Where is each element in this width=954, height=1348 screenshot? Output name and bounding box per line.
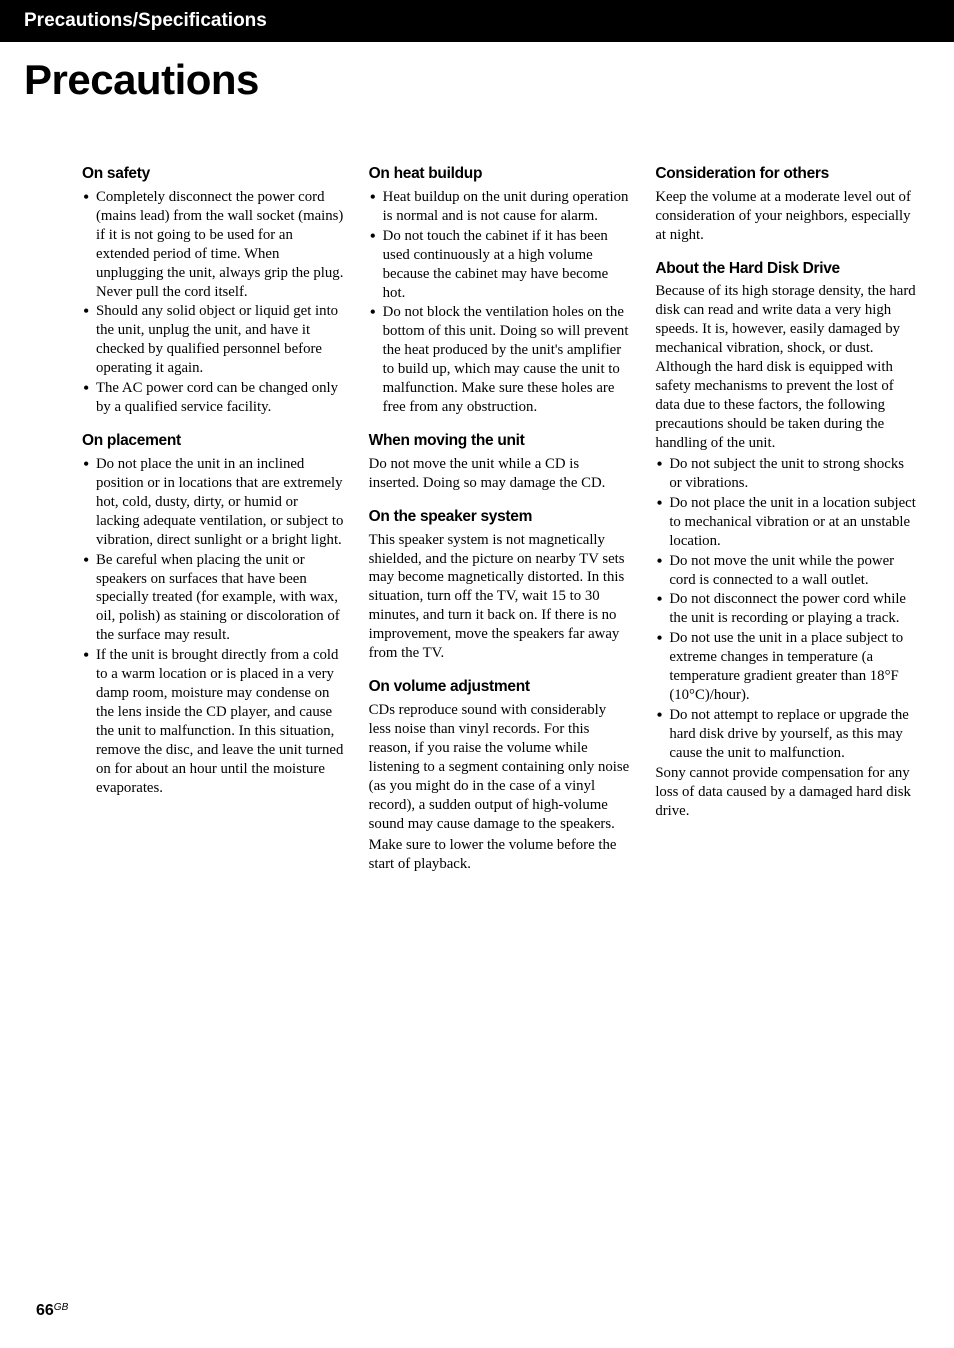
list-item: The AC power cord can be changed only by… <box>82 379 345 417</box>
heading-on-speaker: On the speaker system <box>369 507 632 527</box>
list-item: Do not block the ventilation holes on th… <box>369 303 632 417</box>
list-about-hdd: Do not subject the unit to strong shocks… <box>655 455 918 763</box>
list-item: Do not place the unit in an inclined pos… <box>82 455 345 550</box>
section-on-volume: On volume adjustment CDs reproduce sound… <box>369 677 632 873</box>
section-on-safety: On safety Completely disconnect the powe… <box>82 164 345 417</box>
list-item: Do not move the unit while the power cor… <box>655 552 918 590</box>
page-title: Precautions <box>0 42 954 104</box>
list-item: Should any solid object or liquid get in… <box>82 302 345 378</box>
section-when-moving: When moving the unit Do not move the uni… <box>369 431 632 493</box>
section-on-heat: On heat buildup Heat buildup on the unit… <box>369 164 632 417</box>
list-item: Do not disconnect the power cord while t… <box>655 590 918 628</box>
list-item: Do not use the unit in a place subject t… <box>655 629 918 705</box>
list-on-placement: Do not place the unit in an inclined pos… <box>82 455 345 798</box>
list-item: Be careful when placing the unit or spea… <box>82 551 345 646</box>
heading-on-safety: On safety <box>82 164 345 184</box>
section-on-placement: On placement Do not place the unit in an… <box>82 431 345 798</box>
list-on-safety: Completely disconnect the power cord (ma… <box>82 188 345 417</box>
body-on-volume-2: Make sure to lower the volume before the… <box>369 836 632 874</box>
header-title: Precautions/Specifications <box>24 10 267 31</box>
body-consideration: Keep the volume at a moderate level out … <box>655 188 918 245</box>
list-item: Completely disconnect the power cord (ma… <box>82 188 345 302</box>
outro-about-hdd: Sony cannot provide compensation for any… <box>655 764 918 821</box>
content-columns: On safety Completely disconnect the powe… <box>0 104 954 887</box>
list-item: Do not subject the unit to strong shocks… <box>655 455 918 493</box>
list-item: Do not attempt to replace or upgrade the… <box>655 706 918 763</box>
list-item: Heat buildup on the unit during operatio… <box>369 188 632 226</box>
heading-on-volume: On volume adjustment <box>369 677 632 697</box>
heading-when-moving: When moving the unit <box>369 431 632 451</box>
heading-on-heat: On heat buildup <box>369 164 632 184</box>
list-on-heat: Heat buildup on the unit during operatio… <box>369 188 632 417</box>
page-number-value: 66 <box>36 1302 54 1319</box>
page-number: 66GB <box>36 1302 68 1320</box>
body-on-speaker: This speaker system is not magnetically … <box>369 531 632 664</box>
list-item: Do not place the unit in a location subj… <box>655 494 918 551</box>
heading-on-placement: On placement <box>82 431 345 451</box>
list-item: If the unit is brought directly from a c… <box>82 646 345 798</box>
body-on-volume-1: CDs reproduce sound with considerably le… <box>369 701 632 834</box>
heading-about-hdd: About the Hard Disk Drive <box>655 259 918 279</box>
section-on-speaker: On the speaker system This speaker syste… <box>369 507 632 663</box>
heading-consideration: Consideration for others <box>655 164 918 184</box>
page-number-suffix: GB <box>54 1302 68 1313</box>
list-item: Do not touch the cabinet if it has been … <box>369 227 632 303</box>
section-about-hdd: About the Hard Disk Drive Because of its… <box>655 259 918 821</box>
intro-about-hdd: Because of its high storage density, the… <box>655 282 918 452</box>
section-header-bar: Precautions/Specifications <box>0 0 954 42</box>
section-consideration: Consideration for others Keep the volume… <box>655 164 918 245</box>
body-when-moving: Do not move the unit while a CD is inser… <box>369 455 632 493</box>
